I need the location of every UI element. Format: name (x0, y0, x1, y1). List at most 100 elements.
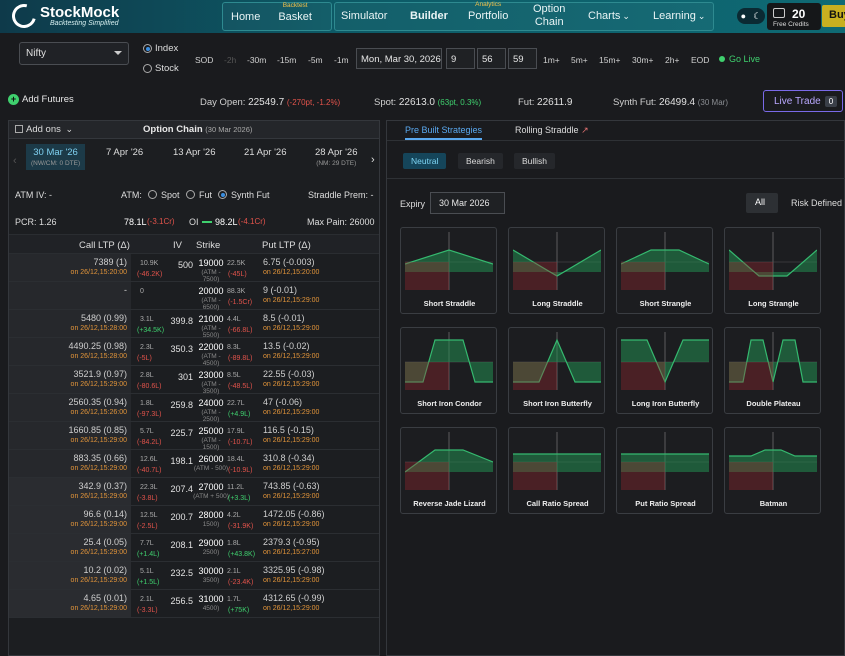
expiry-tab-0[interactable]: 30 Mar '26 (NW/CM: 0 DTE) (26, 144, 86, 170)
call-cell[interactable]: 3521.9 (0.97) on 26/12,15:29:00 (9, 366, 131, 393)
live-trade-button[interactable]: Live Trade 0 (763, 90, 843, 112)
call-cell[interactable]: 342.9 (0.37) on 26/12,15:29:00 (9, 478, 131, 505)
radio-stock[interactable] (143, 64, 152, 73)
minus-15m-button[interactable]: -15m (277, 55, 297, 65)
plus-15m-button[interactable]: 15m+ (599, 55, 621, 65)
call-cell[interactable]: 4490.25 (0.98) on 26/12,15:28:00 (9, 338, 131, 365)
strategy-card-put-ratio-spread[interactable]: Put Ratio Spread (616, 427, 713, 514)
strategy-card-reverse-jade-lizard[interactable]: Reverse Jade Lizard (400, 427, 497, 514)
expiry-tab-3[interactable]: 21 Apr '26 (244, 147, 287, 158)
minus-5m-button[interactable]: -5m (308, 55, 323, 65)
strategy-card-long-iron-butterfly[interactable]: Long Iron Butterfly (616, 327, 713, 414)
call-oi: 12.5L (140, 512, 158, 519)
filter-bullish[interactable]: Bullish (514, 153, 556, 169)
eod-button[interactable]: EOD (691, 55, 710, 65)
call-cell[interactable]: 10.2 (0.02) on 26/12,15:29:00 (9, 562, 131, 589)
call-cell[interactable]: 25.4 (0.05) on 26/12,15:29:00 (9, 534, 131, 561)
nav-option-chain[interactable]: Option Chain (533, 3, 565, 29)
strategy-card-double-plateau[interactable]: Double Plateau (724, 327, 821, 414)
table-row[interactable]: -0 20000 (ATM - 6500) 88.3K (-1.5Cr) 9 (-0.01… (9, 282, 379, 311)
minus-1m-button[interactable]: -1m (334, 55, 349, 65)
nav-simulator[interactable]: Simulator (341, 10, 388, 22)
nav-charts[interactable]: Charts ⌄ (588, 10, 630, 22)
nav-basket[interactable]: Backtest Basket (278, 2, 312, 23)
nav-learning[interactable]: Learning ⌄ (653, 10, 705, 22)
theme-toggle[interactable]: ● ☾ (737, 8, 765, 24)
table-row[interactable]: 4490.25 (0.98) on 26/12,15:28:00 2.3L (-5L)… (9, 338, 379, 367)
table-row[interactable]: 342.9 (0.37) on 26/12,15:29:00 22.3L (-3.8L… (9, 478, 379, 506)
table-row[interactable]: 3521.9 (0.97) on 26/12,15:29:00 2.8L (-80.6… (9, 366, 379, 395)
radio-synth-fut[interactable] (218, 190, 227, 199)
plus-2h-button[interactable]: 2h+ (665, 55, 680, 65)
table-row[interactable]: 1660.85 (0.85) on 26/12,15:29:00 5.7L (-84.… (9, 422, 379, 451)
minus-30m-button[interactable]: -30m (247, 55, 267, 65)
strategy-card-short-iron-condor[interactable]: Short Iron Condor (400, 327, 497, 414)
hour-field[interactable]: 9 (446, 48, 475, 69)
strategy-card-short-strangle[interactable]: Short Strangle (616, 227, 713, 314)
call-ltp: 5480 (0.99) (80, 313, 127, 323)
nav-home[interactable]: Home (231, 10, 261, 23)
table-row[interactable]: 2560.35 (0.94) on 26/12,15:26:00 1.8L (-97.… (9, 394, 379, 423)
call-cell[interactable]: 5480 (0.99) on 26/12,15:28:00 (9, 310, 131, 337)
call-cell[interactable]: 1660.85 (0.85) on 26/12,15:29:00 (9, 422, 131, 449)
go-live-button[interactable]: Go Live (719, 54, 760, 64)
second-field[interactable]: 59 (508, 48, 537, 69)
table-row[interactable]: 10.2 (0.02) on 26/12,15:29:00 5.1L (+1.5L) 2… (9, 562, 379, 590)
table-row[interactable]: 96.6 (0.14) on 26/12,15:29:00 12.5L (-2.5L)… (9, 506, 379, 534)
credits-count: 20 (792, 7, 806, 21)
strike-offset: 2500) (202, 549, 220, 556)
chevron-right-icon[interactable]: › (371, 154, 375, 166)
table-row[interactable]: 7389 (1) on 26/12,15:20:00 10.9K (-46.2K) 50… (9, 254, 379, 283)
call-cell[interactable]: 883.35 (0.66) on 26/12,15:29:00 (9, 450, 131, 477)
plus-5m-button[interactable]: 5m+ (571, 55, 588, 65)
strategy-card-batman[interactable]: Batman (724, 427, 821, 514)
filter-bearish[interactable]: Bearish (458, 153, 503, 169)
add-ons-button[interactable]: Add ons ⌄ (15, 124, 73, 135)
radio-spot[interactable] (148, 190, 157, 199)
instrument-select[interactable]: Nifty (19, 42, 129, 65)
table-row[interactable]: 25.4 (0.05) on 26/12,15:29:00 7.7L (+1.4L) 2… (9, 534, 379, 562)
call-cell[interactable]: 2560.35 (0.94) on 26/12,15:26:00 (9, 394, 131, 421)
expiry-field[interactable]: 30 Mar 2026 (430, 192, 505, 214)
table-row[interactable]: 5480 (0.99) on 26/12,15:28:00 3.1L (+34.5K)… (9, 310, 379, 339)
minute-field[interactable]: 56 (477, 48, 506, 69)
risk-defined-filter[interactable]: Risk Defined (791, 198, 843, 208)
buy-button[interactable]: Buy (822, 5, 845, 27)
plus-30m-button[interactable]: 30m+ (632, 55, 654, 65)
expiry-tab-4[interactable]: 28 Apr '26 (NM: 29 DTE) (315, 147, 358, 167)
tab-prebuilt[interactable]: Pre Built Strategies (405, 125, 483, 140)
call-cell[interactable]: 4.65 (0.01) on 26/12,15:29:00 (9, 590, 131, 617)
call-cell[interactable]: - (9, 282, 131, 309)
tab-rolling-straddle[interactable]: Rolling Straddle ↗ (515, 125, 589, 136)
strategy-card-long-straddle[interactable]: Long Straddle (508, 227, 605, 314)
add-futures-button[interactable]: + Add Futures (8, 94, 74, 105)
call-cell[interactable]: 7389 (1) on 26/12,15:20:00 (9, 254, 131, 281)
minus-2h-button[interactable]: -2h (224, 55, 237, 65)
call-oi-change: (-3.8L) (137, 495, 158, 502)
nav-portfolio[interactable]: Analytics Portfolio (468, 1, 508, 22)
pcr-row: PCR: 1.26 78.1L (-3.1Cr) OI 98.2L (-4.1C… (9, 213, 379, 229)
strategy-card-short-straddle[interactable]: Short Straddle (400, 227, 497, 314)
table-row[interactable]: 4.65 (0.01) on 26/12,15:29:00 2.1L (-3.3L) 2… (9, 590, 379, 618)
table-row[interactable]: 883.35 (0.66) on 26/12,15:29:00 12.6L (-40.… (9, 450, 379, 478)
call-ltp: - (124, 285, 127, 295)
put-oi-change: (-89.8L) (228, 355, 253, 362)
logo[interactable]: StockMock Backtesting Simplified (7, 0, 119, 33)
filter-all-button[interactable]: All (746, 193, 778, 213)
chevron-left-icon[interactable]: ‹ (13, 155, 17, 167)
strategy-card-call-ratio-spread[interactable]: Call Ratio Spread (508, 427, 605, 514)
iv-value: 200.7 (170, 512, 193, 522)
date-field[interactable]: Mon, Mar 30, 2026 (356, 48, 442, 69)
plus-1m-button[interactable]: 1m+ (543, 55, 560, 65)
radio-fut[interactable] (186, 190, 195, 199)
expiry-tab-2[interactable]: 13 Apr '26 (173, 147, 216, 158)
nav-builder[interactable]: Builder (410, 10, 448, 22)
expiry-tab-1[interactable]: 7 Apr '26 (106, 147, 144, 158)
strategy-card-short-iron-butterfly[interactable]: Short Iron Butterfly (508, 327, 605, 414)
strategy-card-long-strangle[interactable]: Long Strangle (724, 227, 821, 314)
sod-button[interactable]: SOD (195, 55, 214, 65)
filter-neutral[interactable]: Neutral (403, 153, 447, 169)
call-cell[interactable]: 96.6 (0.14) on 26/12,15:29:00 (9, 506, 131, 533)
radio-index[interactable] (143, 44, 152, 53)
credits-box[interactable]: 20 Free Credits (767, 3, 821, 30)
